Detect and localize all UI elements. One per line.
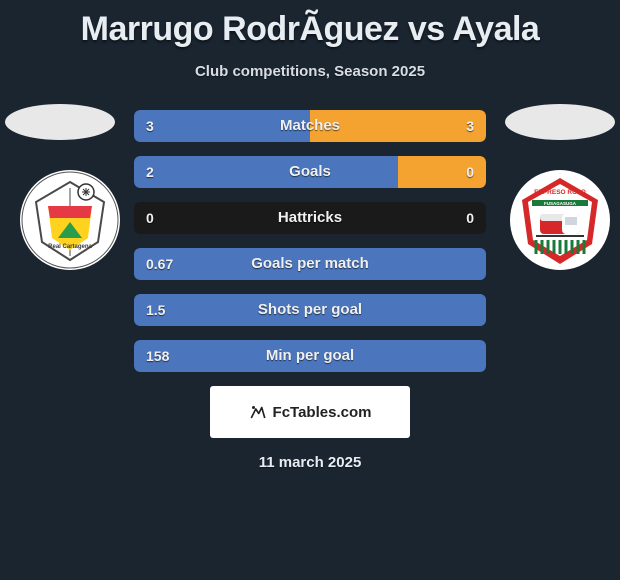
stat-label: Matches [134, 110, 486, 142]
stat-label: Goals [134, 156, 486, 188]
stat-row: 158Min per goal [134, 340, 486, 372]
stat-bars: 33Matches 20Goals 00Hattricks 0.67Goals per… [134, 110, 486, 372]
date-label: 11 march 2025 [0, 454, 620, 471]
brand-icon [249, 403, 267, 421]
stat-label: Shots per goal [134, 294, 486, 326]
svg-text:EXPRESO ROJO: EXPRESO ROJO [534, 189, 586, 196]
team-right-logo: EXPRESO ROJO FUSAGASUGA [510, 170, 610, 270]
subtitle: Club competitions, Season 2025 [0, 63, 620, 80]
stat-label: Goals per match [134, 248, 486, 280]
stat-row: 33Matches [134, 110, 486, 142]
player-right-hat [505, 104, 615, 140]
stat-row: 0.67Goals per match [134, 248, 486, 280]
stat-row: 20Goals [134, 156, 486, 188]
brand-text: FcTables.com [273, 404, 372, 421]
stat-label: Min per goal [134, 340, 486, 372]
player-left-hat [5, 104, 115, 140]
stat-row: 00Hattricks [134, 202, 486, 234]
svg-text:FUSAGASUGA: FUSAGASUGA [544, 201, 577, 206]
svg-text:Real Cartagena: Real Cartagena [48, 244, 92, 250]
stat-row: 1.5Shots per goal [134, 294, 486, 326]
comparison-panel: Real Cartagena EXPRESO ROJO FUSAGASUGA 3… [0, 110, 620, 372]
page-title: Marrugo RodrÃ­guez vs Ayala [0, 0, 620, 49]
stat-label: Hattricks [134, 202, 486, 234]
team-left-logo: Real Cartagena [20, 170, 120, 270]
brand-badge[interactable]: FcTables.com [210, 386, 410, 438]
